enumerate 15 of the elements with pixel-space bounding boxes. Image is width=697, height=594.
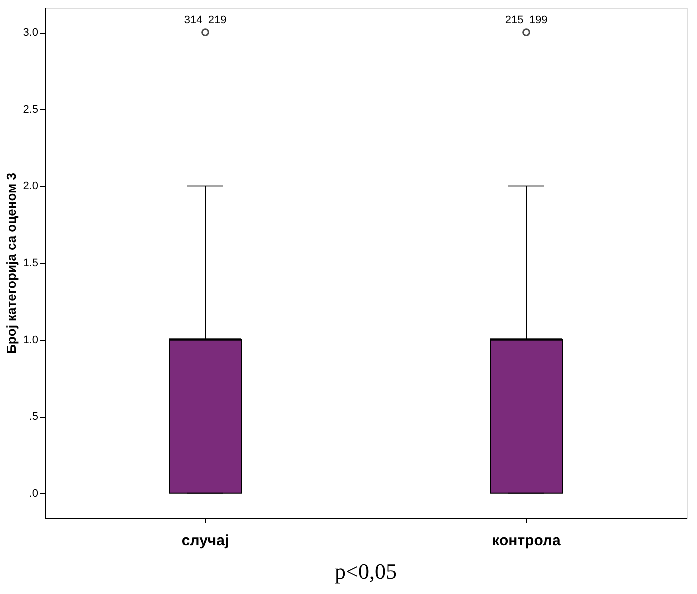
annotation: 219: [208, 14, 227, 27]
y-tick-label: .0: [29, 488, 38, 500]
y-tick-label: 3.0: [23, 27, 38, 40]
annotation: 215: [505, 14, 524, 27]
x-tick-label: случај: [182, 532, 230, 550]
y-tick-label: 2.5: [23, 104, 38, 116]
y-axis-title: Број категорија са оценом 3: [4, 173, 20, 354]
y-tick-label: 1.5: [23, 258, 38, 270]
annotation: 314: [184, 14, 203, 27]
annotation: 199: [529, 14, 548, 27]
y-tick-label: 1.0: [23, 334, 38, 346]
text: p<0,05: [335, 559, 397, 584]
y-tick-label: .5: [29, 411, 38, 424]
x-tick-label: контрола: [492, 532, 562, 550]
y-tick-label: 2.0: [23, 180, 38, 193]
